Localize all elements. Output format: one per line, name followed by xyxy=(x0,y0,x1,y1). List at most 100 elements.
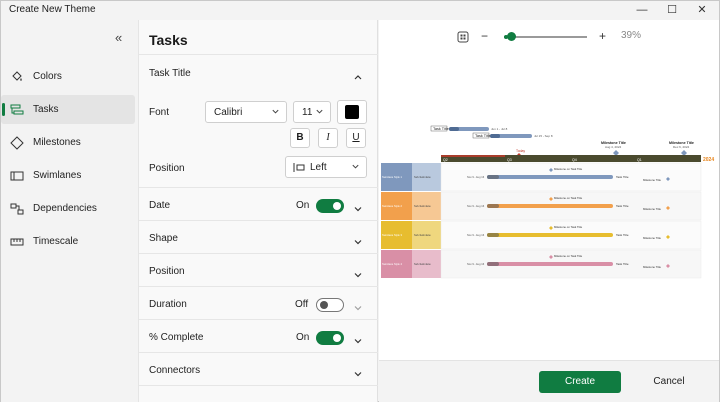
chevron-down-icon xyxy=(272,109,279,114)
tasks-icon xyxy=(10,104,24,115)
sidebar-item-swimlanes[interactable]: Swimlanes xyxy=(1,161,135,190)
task-title-box xyxy=(472,132,490,139)
task-bar xyxy=(490,134,532,138)
text-color-picker[interactable] xyxy=(337,100,367,124)
font-family-dropdown[interactable]: Calibri xyxy=(205,101,287,123)
sub-swimlane-name: Sub-Swimlane xyxy=(414,233,431,237)
chevron-down-icon[interactable] xyxy=(353,234,363,245)
chevron-down-icon[interactable] xyxy=(353,333,363,344)
lane-end-milestone-label: Milestone Title xyxy=(643,265,661,269)
quarter-label: Q2 xyxy=(443,158,448,162)
chevron-down-icon xyxy=(353,300,363,311)
italic-button[interactable]: I xyxy=(318,128,338,148)
milestone-marker xyxy=(613,150,619,156)
window-title: Create New Theme xyxy=(9,4,96,15)
chevron-down-icon[interactable] xyxy=(353,267,363,278)
milestone-title: Milestone Title xyxy=(601,141,626,145)
minimize-icon[interactable]: — xyxy=(636,4,648,16)
zoom-slider-thumb[interactable] xyxy=(507,32,517,41)
duration-toggle-state: Off xyxy=(295,299,309,310)
lane-task-dates: Nov 9 - Aug 16 xyxy=(467,204,485,208)
lane-milestone-label: Milestone on Task Title xyxy=(554,167,583,171)
task-dates: Jun 1 - Jul 8 xyxy=(491,127,508,131)
gantt-preview: Task Title Jun 1 - Jul 8 Task Title Jul … xyxy=(381,125,714,279)
swimlane-name: Swimlane Style 2 xyxy=(382,204,402,208)
align-left-icon xyxy=(293,163,305,172)
dependencies-icon xyxy=(10,203,24,215)
underline-button[interactable]: U xyxy=(346,128,366,148)
lane-end-milestone-label: Milestone Title xyxy=(643,178,661,182)
chevron-down-icon xyxy=(316,109,323,114)
sidebar-item-milestones[interactable]: Milestones xyxy=(1,128,135,157)
paint-bucket-icon xyxy=(12,71,22,81)
font-size-dropdown[interactable]: 11 xyxy=(293,101,331,123)
duration-section-label: Duration xyxy=(149,299,187,310)
lane-milestone-label: Milestone on Task Title xyxy=(554,225,583,229)
sub-swimlane-header xyxy=(412,163,441,191)
zoom-in-button[interactable]: + xyxy=(599,29,607,43)
sidebar-item-colors[interactable]: Colors xyxy=(1,62,135,91)
swimlane-header xyxy=(381,163,412,191)
position-dropdown[interactable]: Left xyxy=(285,156,367,178)
lane-task-title: Task Title xyxy=(616,204,629,208)
connectors-section-label: Connectors xyxy=(149,365,201,376)
swimlane-name: Swimlane Style 4 xyxy=(382,262,402,266)
task-progress-bar xyxy=(449,127,459,131)
cancel-button[interactable]: Cancel xyxy=(653,376,685,387)
lane-task-title: Task Title xyxy=(616,262,629,266)
lane-end-milestone-label: Milestone Title xyxy=(643,207,661,211)
sidebar-item-tasks[interactable]: Tasks xyxy=(1,95,135,124)
sidebar: « Colors Tasks Milestones Swimlanes Depe… xyxy=(1,20,138,402)
theme-preview-area: Task Title Jun 1 - Jul 8 Task Title Jul … xyxy=(379,20,719,360)
today-marker xyxy=(517,153,521,155)
sidebar-nav: Colors Tasks Milestones Swimlanes Depend… xyxy=(1,62,135,260)
sidebar-item-label: Dependencies xyxy=(33,203,97,214)
fit-to-screen-icon[interactable] xyxy=(457,31,469,43)
chevron-up-icon[interactable] xyxy=(353,69,363,80)
lane-task-progress xyxy=(487,262,499,266)
lane-end-milestone-marker xyxy=(666,206,670,210)
create-button[interactable]: Create xyxy=(539,371,621,393)
lane-milestone-marker xyxy=(549,255,553,259)
task-title-section-label: Task Title xyxy=(149,68,191,79)
timescale-elapsed xyxy=(441,155,505,157)
divider xyxy=(139,220,378,221)
divider xyxy=(139,385,378,386)
task-progress-bar xyxy=(490,134,500,138)
sidebar-item-dependencies[interactable]: Dependencies xyxy=(1,194,135,223)
percent-complete-toggle[interactable] xyxy=(316,331,344,345)
chevron-down-icon[interactable] xyxy=(353,201,363,212)
task-title-label: Task Title xyxy=(475,134,491,138)
close-icon[interactable]: ✕ xyxy=(697,4,707,16)
swimlanes-group: Swimlane Style 1 Sub-Swimlane Milestone on… xyxy=(381,162,702,279)
milestone-title: Milestone Title xyxy=(669,141,694,145)
sidebar-item-label: Tasks xyxy=(33,104,59,115)
sub-swimlane-name: Sub-Swimlane xyxy=(414,204,431,208)
timescale-band xyxy=(441,155,701,162)
sub-swimlane-header xyxy=(412,250,441,278)
chevron-down-icon[interactable] xyxy=(353,366,363,377)
quarter-label: Q4 xyxy=(572,158,577,162)
sidebar-item-label: Timescale xyxy=(33,236,79,247)
milestone-date: Dec 6, 2024 xyxy=(673,145,690,149)
lane-milestone-marker xyxy=(549,197,553,201)
duration-toggle[interactable] xyxy=(316,298,344,312)
date-toggle[interactable] xyxy=(316,199,344,213)
sidebar-item-label: Swimlanes xyxy=(33,170,82,181)
sub-swimlane-header xyxy=(412,221,441,249)
sidebar-item-timescale[interactable]: Timescale xyxy=(1,227,135,256)
font-size-value: 11 xyxy=(302,107,313,118)
font-label: Font xyxy=(149,107,170,118)
zoom-slider-track[interactable] xyxy=(504,32,587,41)
maximize-icon[interactable]: ☐ xyxy=(667,4,677,16)
swimlane-header xyxy=(381,192,412,220)
today-label: Today xyxy=(516,149,525,153)
shape-section-label: Shape xyxy=(149,233,178,244)
zoom-out-button[interactable]: − xyxy=(481,29,489,43)
swimlane-header xyxy=(381,250,412,278)
collapse-sidebar-icon[interactable]: « xyxy=(115,30,123,45)
bold-button[interactable]: B xyxy=(290,128,310,148)
swimlane-header xyxy=(381,221,412,249)
percent-complete-toggle-state: On xyxy=(296,332,310,343)
